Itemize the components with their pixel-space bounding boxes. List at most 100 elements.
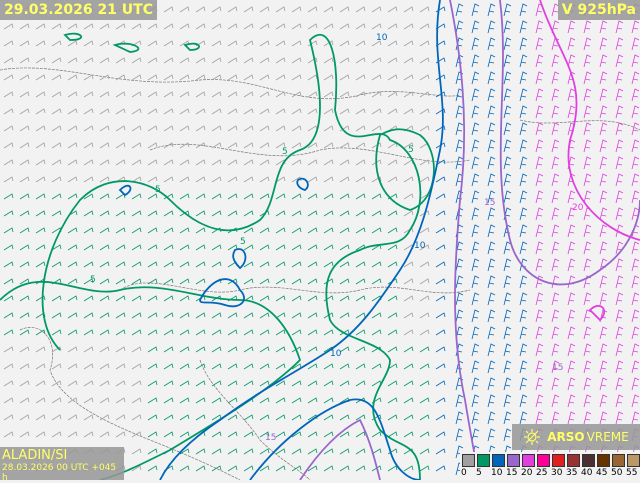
wind-barb	[503, 139, 512, 153]
wind-barb	[387, 431, 398, 438]
wind-barb	[471, 411, 480, 425]
wind-barb	[19, 176, 30, 183]
wind-barb	[99, 244, 110, 251]
wind-barb	[211, 346, 222, 353]
wind-barb	[51, 210, 62, 217]
wind-barb	[503, 20, 512, 34]
wind-barb	[115, 295, 126, 302]
wind-barb	[227, 6, 238, 13]
isotach-20	[539, 0, 640, 241]
wind-barb	[227, 329, 238, 336]
wind-barb	[291, 431, 302, 438]
wind-barb	[51, 346, 62, 353]
wind-barb	[419, 448, 430, 455]
wind-barb	[227, 346, 238, 353]
wind-barb	[455, 156, 464, 170]
wind-barb	[243, 6, 254, 13]
wind-barb	[551, 156, 560, 170]
wind-barb	[291, 193, 302, 200]
wind-barb	[355, 125, 366, 132]
wind-barb	[243, 23, 254, 30]
wind-barb	[355, 227, 366, 234]
wind-barb	[243, 244, 254, 251]
wind-barb	[19, 23, 30, 30]
wind-barb	[631, 258, 640, 272]
wind-barb	[275, 244, 286, 251]
wind-barb	[259, 312, 270, 319]
legend-swatch	[507, 454, 520, 467]
wind-barb	[535, 139, 544, 153]
wind-barb	[455, 275, 464, 289]
wind-barb	[259, 346, 270, 353]
wind-barb	[503, 275, 512, 289]
wind-barb	[487, 156, 496, 170]
wind-barb	[115, 414, 126, 421]
wind-barb	[147, 295, 158, 302]
wind-barb	[615, 105, 624, 119]
wind-barb	[307, 193, 318, 200]
wind-barb	[195, 193, 206, 200]
wind-barb	[83, 244, 94, 251]
wind-barb	[99, 397, 110, 404]
wind-barb	[631, 122, 640, 136]
wind-barb	[67, 329, 78, 336]
wind-barb	[503, 377, 512, 391]
wind-barb	[243, 380, 254, 387]
wind-barb	[83, 414, 94, 421]
wind-barb	[503, 343, 512, 357]
wind-barb	[179, 125, 190, 132]
wind-barb	[403, 91, 414, 98]
wind-barb	[19, 363, 30, 370]
wind-barb	[259, 125, 270, 132]
wind-barb	[355, 312, 366, 319]
wind-barb	[83, 23, 94, 30]
wind-barb	[131, 431, 142, 438]
wind-barb	[291, 108, 302, 115]
wind-barb	[67, 431, 78, 438]
wind-barb	[455, 122, 464, 136]
wind-barb	[259, 108, 270, 115]
wind-barb	[403, 57, 414, 64]
wind-barb	[19, 295, 30, 302]
wind-barb	[323, 363, 334, 370]
wind-barb	[179, 74, 190, 81]
wind-barb	[211, 23, 222, 30]
wind-barb	[35, 261, 46, 268]
isotach-10	[159, 0, 444, 480]
wind-barb	[487, 37, 496, 51]
legend-swatch	[462, 454, 475, 467]
wind-barb	[323, 159, 334, 166]
wind-barb	[355, 193, 366, 200]
wind-barb	[211, 6, 222, 13]
wind-barb	[147, 159, 158, 166]
wind-barb	[179, 295, 190, 302]
legend-tick: 55	[626, 468, 638, 478]
wind-barb	[419, 346, 430, 353]
wind-barb	[179, 159, 190, 166]
wind-barb	[435, 278, 446, 285]
wind-barb	[291, 261, 302, 268]
wind-barb	[583, 326, 592, 340]
wind-barb	[419, 108, 430, 115]
wind-barb	[471, 275, 480, 289]
wind-barb	[51, 91, 62, 98]
wind-barb	[615, 54, 624, 68]
wind-barb	[471, 105, 480, 119]
wind-barb	[227, 108, 238, 115]
wind-barb	[339, 363, 350, 370]
wind-barb	[147, 74, 158, 81]
wind-barb	[307, 125, 318, 132]
wind-barb	[67, 414, 78, 421]
legend-tick: 10	[491, 468, 503, 478]
wind-barb	[551, 326, 560, 340]
wind-barb	[179, 431, 190, 438]
wind-barb	[307, 329, 318, 336]
wind-barb	[471, 377, 480, 391]
wind-barb	[615, 394, 624, 408]
wind-barb	[503, 326, 512, 340]
wind-barb	[131, 261, 142, 268]
wind-barb	[243, 193, 254, 200]
wind-barb	[615, 156, 624, 170]
wind-barb	[131, 363, 142, 370]
wind-barb	[615, 37, 624, 51]
